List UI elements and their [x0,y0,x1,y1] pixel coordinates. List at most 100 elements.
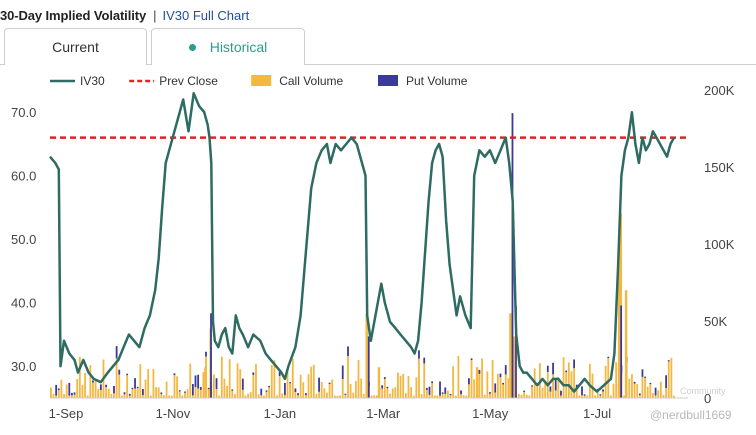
call-volume-bar [312,364,315,398]
call-volume-bar [604,365,607,398]
put-volume-bar [531,385,533,387]
put-volume-bar [136,386,139,389]
put-volume-bar [423,357,426,364]
call-volume-bar [244,395,247,398]
tab-current-label: Current [52,39,99,55]
put-volume-bar [199,386,202,390]
call-volume-bar [160,394,163,398]
put-volume-bar [418,350,420,359]
call-volume-bar [586,395,589,398]
put-volume-bar [294,388,297,393]
put-volume-bar [347,346,349,357]
put-volume-bar [118,369,121,375]
put-volume-bar [55,384,58,396]
call-volume-bar [594,395,597,398]
put-volume-bar [344,393,347,395]
call-volume-bar [131,389,134,398]
call-volume-bar [588,363,591,398]
x-tick-label: 1-Jul [583,406,611,421]
put-volume-bar [383,377,386,379]
call-volume-bar [365,313,368,398]
call-volume-bar [402,373,405,398]
legend-label-put: Put Volume [406,74,468,88]
call-volume-bar [581,395,583,398]
call-volume-bar [99,389,102,398]
call-volume-bar [617,244,621,398]
put-volume-bar [620,305,623,398]
call-volume-bar [291,358,294,398]
call-volume-bar [446,390,449,398]
call-volume-bar [599,395,602,398]
call-volume-bar [636,384,639,398]
put-volume-bar [283,382,286,395]
tab-historical[interactable]: Historical [151,28,305,65]
put-volume-bar [468,378,470,385]
call-volume-bar [531,386,533,398]
call-volume-bar [191,395,194,398]
call-volume-bar [425,389,428,398]
call-volume-bar [428,394,431,398]
header-separator: | [153,8,157,23]
call-volume-bar [615,362,618,398]
call-volume-bar [307,374,310,398]
call-volume-bar [544,380,547,398]
call-volume-bar [218,395,221,398]
call-volume-bar [399,375,402,398]
put-volume-bar [502,382,505,385]
call-volume-bar [107,388,110,398]
call-volume-bar [326,392,328,398]
call-volume-bar [481,358,483,398]
put-volume-bar [210,313,212,398]
tab-current[interactable]: Current [4,28,147,65]
put-volume-bar [215,378,218,389]
call-volume-bar [149,395,152,398]
call-volume-bar [423,363,426,398]
call-volume-bar [344,394,347,398]
call-volume-bar [389,393,391,398]
call-volume-bar [57,390,60,398]
call-volume-bar [299,374,302,398]
put-volume-bar [441,392,444,394]
call-volume-bar [60,379,63,398]
call-volume-bar [252,374,255,398]
call-volume-bar [170,395,173,398]
call-volume-bar [134,388,136,398]
call-volume-bar [610,395,612,398]
call-volume-bar [84,372,86,398]
put-volume-bar [191,384,194,396]
put-volume-bar [428,386,431,395]
put-volume-bar [207,387,210,390]
call-volume-bar [63,394,65,398]
call-volume-bar [89,365,92,398]
legend-label-prev: Prev Close [159,74,218,88]
put-volume-bar [115,346,118,359]
call-volume-bar [247,393,249,398]
call-volume-bar [147,369,150,398]
put-volume-bar [470,358,473,360]
call-volume-bar [136,388,139,398]
call-volume-bar [78,356,81,398]
put-volume-bar [252,372,255,375]
call-volume-bar [499,377,502,398]
iv30-full-chart-link[interactable]: IV30 Full Chart [162,8,250,23]
call-volume-bar [570,371,573,398]
call-volume-bar [452,366,455,398]
y-right-tick-label: 100K [704,237,735,252]
legend-label-call: Call Volume [279,74,343,88]
put-volume-bar [386,386,389,389]
put-volume-bar [599,394,602,396]
call-volume-bar [591,373,594,398]
put-volume-bar [565,370,568,373]
put-volume-bar [268,385,271,388]
put-volume-bar [128,393,131,396]
legend-swatch-call [251,75,272,86]
put-volume-bar [654,387,657,396]
call-volume-bar [489,393,491,398]
tab-historical-label: Historical [209,39,268,55]
call-volume-bar [644,377,646,398]
call-volume-bar [373,395,376,398]
call-volume-bar [115,358,118,398]
put-volume-bar [581,386,583,396]
call-volume-bar [234,394,236,398]
